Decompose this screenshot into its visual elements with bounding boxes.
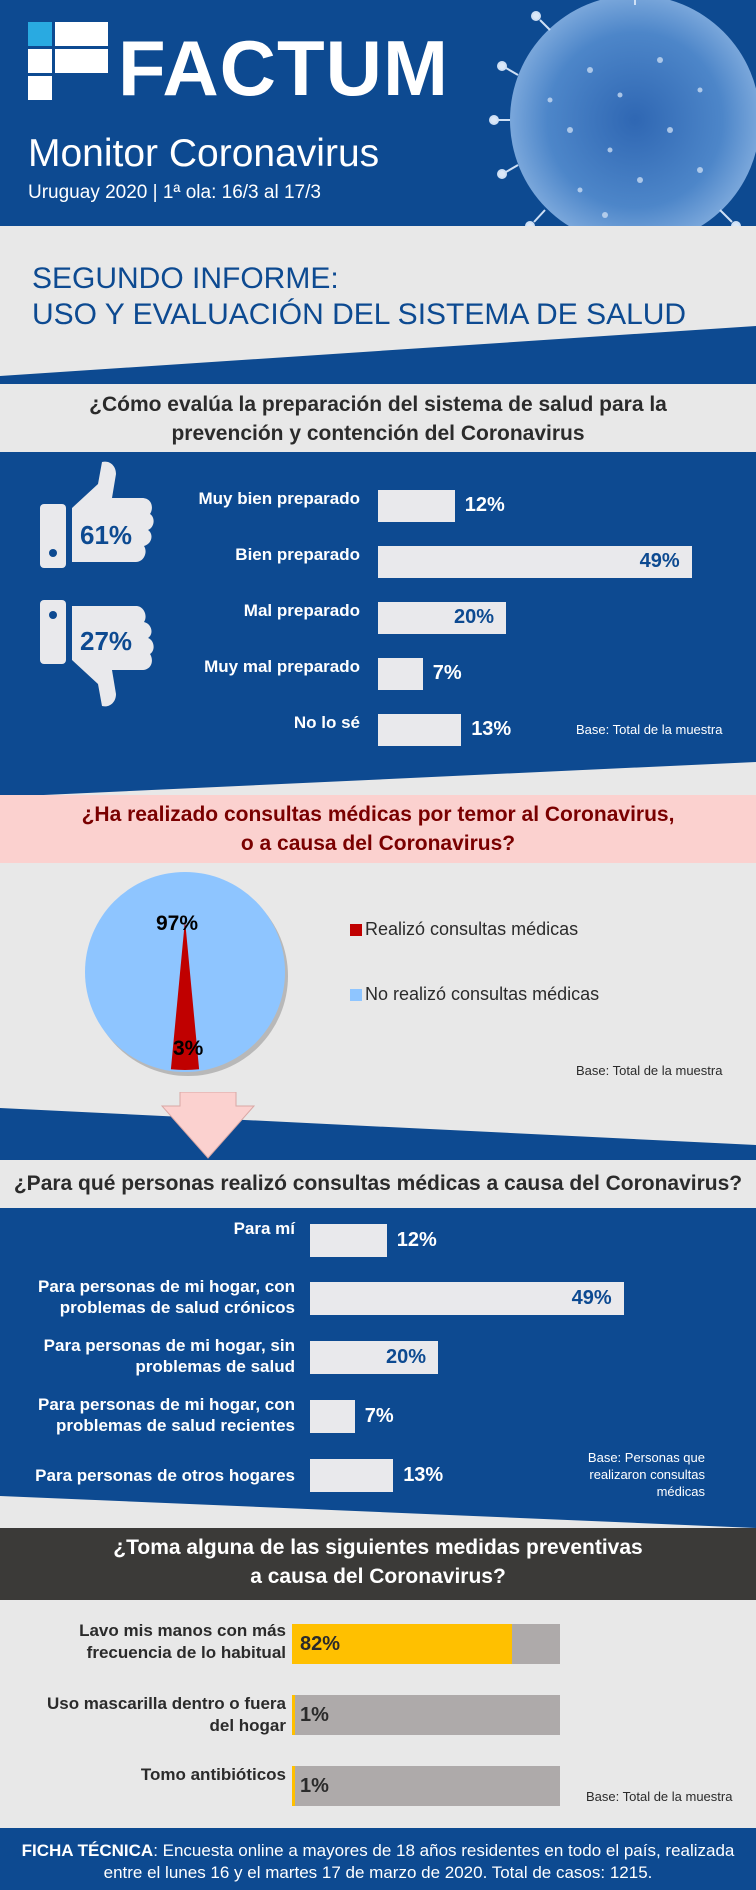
thumbs-up-pct: 61% xyxy=(80,520,133,550)
q3-base-note-l2: realizaron consultas xyxy=(589,1467,705,1482)
brand-name: FACTUM xyxy=(118,24,449,112)
q1-bar xyxy=(378,714,462,746)
page-subtitle: Uruguay 2020 | 1ª ola: 16/3 al 17/3 xyxy=(28,182,321,203)
q3-bar xyxy=(310,1341,438,1374)
q4-bar-value: 1% xyxy=(300,1704,329,1726)
report-band xyxy=(0,226,756,386)
q4-title-band xyxy=(0,1528,756,1600)
q3-bar-label: Para personas de mi hogar, con problemas… xyxy=(38,1395,295,1435)
q1-base-note: Base: Total de la muestra xyxy=(576,722,723,737)
q1-bar-value: 20% xyxy=(454,606,495,628)
q4-bar-label: Lavo mis manos con más frecuencia de lo … xyxy=(79,1621,286,1662)
legend-swatch-yes xyxy=(350,924,362,936)
footer-text-line2: entre el lunes 16 y el martes 17 de marz… xyxy=(103,1863,653,1882)
q1-bar-value: 49% xyxy=(639,550,680,572)
q4-title-line2: a causa del Coronavirus? xyxy=(250,1565,506,1588)
q2-title-line1: ¿Ha realizado consultas médicas por temo… xyxy=(81,803,675,826)
q1-bar xyxy=(378,602,506,634)
q4-bar-value: 1% xyxy=(300,1775,329,1797)
legend-label-yes: Realizó consultas médicas xyxy=(365,919,579,939)
footer-band xyxy=(0,1828,756,1890)
q4-bar-fill xyxy=(292,1695,295,1735)
report-title-line2: USO Y EVALUACIÓN DEL SISTEMA DE SALUD xyxy=(32,298,687,331)
q4-bar-value: 82% xyxy=(300,1633,341,1655)
q3-bar-value: 49% xyxy=(571,1287,612,1309)
q1-bar-label: No lo sé xyxy=(293,713,360,732)
q3-bar-value: 13% xyxy=(403,1464,444,1486)
q3-title-band xyxy=(0,1160,756,1208)
down-arrow-icon xyxy=(160,1092,256,1159)
q1-bar-label: Muy mal preparado xyxy=(204,657,360,676)
q3-bar-value: 12% xyxy=(396,1229,437,1251)
thumbs-down-icon xyxy=(40,600,154,707)
q1-bar-value: 7% xyxy=(432,662,462,684)
q3-bar-value: 20% xyxy=(386,1346,427,1368)
q3-title: ¿Para qué personas realizó consultas méd… xyxy=(13,1172,743,1195)
q3-bar-value: 7% xyxy=(364,1405,394,1427)
q4-bar-track xyxy=(292,1695,560,1735)
q4-bar-label: Tomo antibióticos xyxy=(140,1765,286,1784)
q4-bar-fill xyxy=(292,1766,295,1806)
page-title: Monitor Coronavirus xyxy=(28,132,380,175)
q2-pie-chart xyxy=(85,872,288,1076)
q1-bar xyxy=(378,546,692,578)
q2-title-line2: o a causa del Coronavirus? xyxy=(240,832,516,855)
report-title-line1: SEGUNDO INFORME: xyxy=(32,262,339,295)
q3-bar-label: Para personas de otros hogares xyxy=(35,1466,295,1485)
factum-logo xyxy=(28,22,108,102)
q3-base-note-l3: médicas xyxy=(656,1484,705,1499)
q3-bar-label: Para mí xyxy=(233,1219,295,1238)
q4-base-note: Base: Total de la muestra xyxy=(586,1789,733,1804)
q1-bar-label: Mal preparado xyxy=(243,601,360,620)
q4-bar-fill xyxy=(292,1624,512,1664)
q1-bar xyxy=(378,490,455,522)
q1-bar xyxy=(378,658,423,690)
q1-bar-label: Muy bien preparado xyxy=(198,489,360,508)
footer-text-line1: FICHA TÉCNICA: Encuesta online a mayores… xyxy=(0,1840,756,1861)
q3-bar xyxy=(310,1400,355,1433)
q1-title-line2: prevención y contención del Coronavirus xyxy=(171,422,585,445)
q4-bar-track xyxy=(292,1766,560,1806)
legend-swatch-no xyxy=(350,989,362,1001)
q1-bar-value: 13% xyxy=(471,718,512,740)
q4-title-line1: ¿Toma alguna de las siguientes medidas p… xyxy=(113,1536,643,1559)
q2-base-note: Base: Total de la muestra xyxy=(576,1063,723,1078)
q3-bar xyxy=(310,1459,394,1492)
thumbs-down-pct: 27% xyxy=(80,626,133,656)
q4-bar-label: Uso mascarilla dentro o fuera del hogar xyxy=(46,1694,286,1735)
q2-title-band xyxy=(0,795,756,863)
q1-bar-label: Bien preparado xyxy=(235,545,360,564)
q3-base-note-l1: Base: Personas que xyxy=(587,1450,705,1465)
q3-bar-label: Para personas de mi hogar, con problemas… xyxy=(38,1277,295,1317)
q3-bar xyxy=(310,1224,387,1257)
pie-label-yes: 3% xyxy=(173,1037,204,1060)
footer-label: FICHA TÉCNICA xyxy=(21,1841,154,1860)
q3-bar xyxy=(310,1282,624,1315)
footer-text: : Encuesta online a mayores de 18 años r… xyxy=(153,1841,735,1860)
virus-illustration xyxy=(489,0,756,269)
pie-slice-yes xyxy=(170,920,200,1070)
q1-title-line1: ¿Cómo evalúa la preparación del sistema … xyxy=(89,393,667,416)
pie-label-no: 97% xyxy=(156,912,199,935)
thumbs-up-icon xyxy=(40,461,154,568)
q1-bar-value: 12% xyxy=(464,494,505,516)
q1-title-band xyxy=(0,384,756,452)
q3-bar-label: Para personas de mi hogar, sin problemas… xyxy=(43,1336,295,1376)
legend-label-no: No realizó consultas médicas xyxy=(365,984,600,1004)
